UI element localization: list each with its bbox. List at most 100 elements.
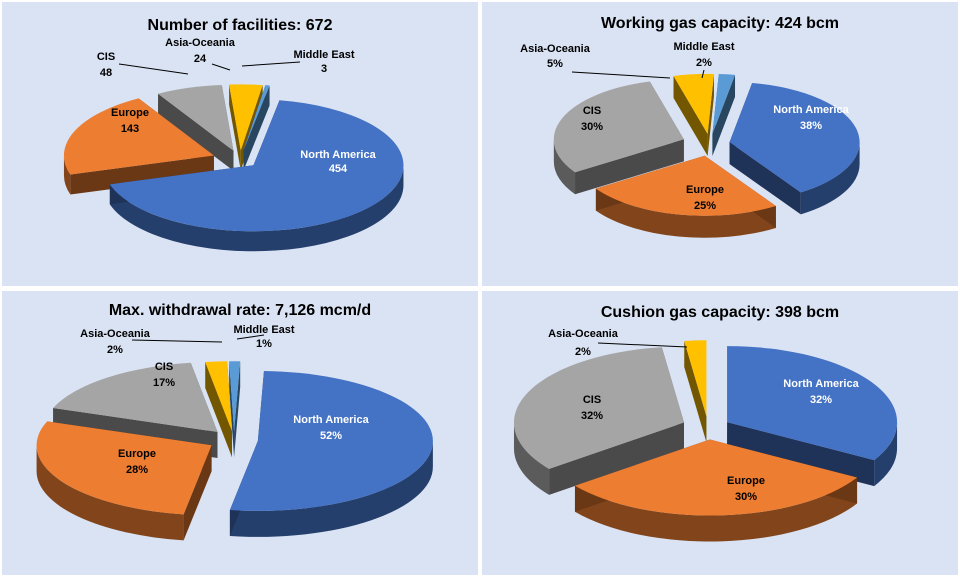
slice-label: Europe [118, 448, 156, 460]
slice-cut-wall [70, 155, 214, 195]
slice-value: 28% [126, 464, 148, 476]
slice-top-face [36, 421, 212, 515]
pie-slice-asia-oceania [673, 73, 714, 156]
chart-title: Max. withdrawal rate: 7,126 mcm/d [109, 302, 371, 319]
slice-cut-wall [549, 422, 684, 495]
chart-panel-working-gas: Working gas capacity: 424 bcm North Ameri… [482, 2, 958, 286]
slice-top-face [684, 340, 707, 417]
pie-slice-middle-east [229, 361, 241, 458]
slice-top-face [595, 155, 776, 216]
slice-value: 3 [321, 63, 327, 75]
slice-value: 5% [547, 58, 563, 70]
slice-value: 1% [256, 338, 272, 350]
leader-line [211, 63, 231, 71]
leader-line [236, 334, 265, 340]
slice-top-face [513, 347, 684, 469]
pie-slice-north-america [729, 83, 860, 215]
slice-label: CIS [155, 361, 173, 373]
pie-slice-middle-east [712, 73, 736, 156]
pie-slice-middle-east [243, 85, 270, 171]
leader-line [571, 71, 671, 79]
slice-cut-wall [707, 73, 714, 156]
slice-value: 454 [329, 163, 348, 175]
slice-side-wall [800, 142, 860, 215]
leader-line [131, 339, 223, 343]
slice-label: CIS [583, 394, 601, 406]
slice-cut-wall [243, 85, 270, 171]
slice-cut-wall [684, 340, 707, 443]
slice-cut-wall [205, 362, 233, 458]
slice-side-wall [574, 477, 858, 542]
slice-top-face [109, 100, 404, 232]
slice-cut-wall [712, 74, 736, 156]
slice-label: CIS [97, 51, 115, 63]
slice-top-face [574, 439, 858, 516]
slice-top-face [729, 83, 860, 193]
slice-top-face [63, 98, 214, 175]
slice-label: Europe [686, 184, 724, 196]
slice-cut-wall [575, 139, 684, 195]
chart-panel-cushion-gas: Cushion gas capacity: 398 bcm North Ameri… [482, 291, 958, 575]
slice-label: Middle East [233, 324, 294, 336]
pie-slice-europe [36, 421, 212, 541]
slice-value: 25% [694, 200, 716, 212]
slice-cut-wall [727, 422, 875, 487]
slice-value: 143 [121, 123, 139, 135]
slice-top-face [553, 81, 684, 173]
pie-slice-asia-oceania [205, 361, 233, 458]
pie-slice-europe [595, 155, 776, 238]
slice-top-face [229, 84, 263, 151]
pie-slice-cis [553, 81, 684, 195]
slice-side-wall [36, 445, 184, 541]
slice-label: Middle East [673, 41, 734, 53]
slice-label: North America [300, 149, 376, 161]
pie-slice-north-america [109, 100, 404, 252]
slice-value: 24 [194, 53, 207, 65]
pie-slice-asia-oceania [684, 340, 707, 443]
slice-side-wall [63, 155, 71, 195]
slice-label: North America [773, 104, 849, 116]
slice-top-face [712, 73, 736, 134]
pie-chart-withdrawal: Max. withdrawal rate: 7,126 mcm/d North A… [36, 302, 433, 541]
slice-value: 30% [735, 491, 757, 503]
pie-chart-working-gas: Working gas capacity: 424 bcm North Ameri… [520, 15, 860, 238]
slice-side-wall [553, 139, 576, 195]
slice-cut-wall [673, 76, 708, 156]
slice-cut-wall [229, 361, 235, 458]
slice-value: 52% [320, 430, 342, 442]
slice-cut-wall [729, 142, 801, 215]
slice-side-wall [229, 440, 433, 537]
pie-slice-cis [158, 84, 234, 171]
slice-label: North America [293, 414, 369, 426]
slice-top-face [205, 361, 233, 432]
slice-label: Asia-Oceania [165, 37, 236, 49]
pie-chart-facilities: Number of facilities: 672 North America 45… [63, 17, 404, 252]
slice-top-face [53, 362, 218, 432]
slice-value: 48 [100, 67, 112, 79]
leader-line [241, 61, 301, 67]
slice-cut-wall [234, 361, 241, 458]
slice-value: 2% [696, 57, 712, 69]
slice-label: Middle East [293, 49, 354, 61]
slice-value: 2% [575, 346, 591, 358]
chart-title: Cushion gas capacity: 398 bcm [601, 304, 839, 321]
slice-label: Asia-Oceania [548, 328, 619, 340]
slice-label: CIS [583, 105, 601, 117]
leader-line [701, 69, 705, 79]
slice-side-wall [109, 165, 404, 252]
slice-top-face [229, 370, 433, 511]
slice-value: 38% [800, 120, 822, 132]
slice-top-face [158, 84, 234, 151]
slice-value: 32% [581, 410, 603, 422]
slice-top-face [727, 346, 898, 461]
slice-label: Asia-Oceania [520, 43, 591, 55]
leader-line [118, 63, 189, 75]
slice-label: Europe [727, 475, 765, 487]
slice-value: 2% [107, 344, 123, 356]
pie-slice-europe [574, 439, 858, 542]
pie-slice-north-america [727, 346, 898, 487]
pie-slice-north-america [229, 370, 433, 537]
chart-panel-withdrawal: Max. withdrawal rate: 7,126 mcm/d North A… [2, 291, 478, 575]
slice-side-wall [874, 422, 898, 487]
